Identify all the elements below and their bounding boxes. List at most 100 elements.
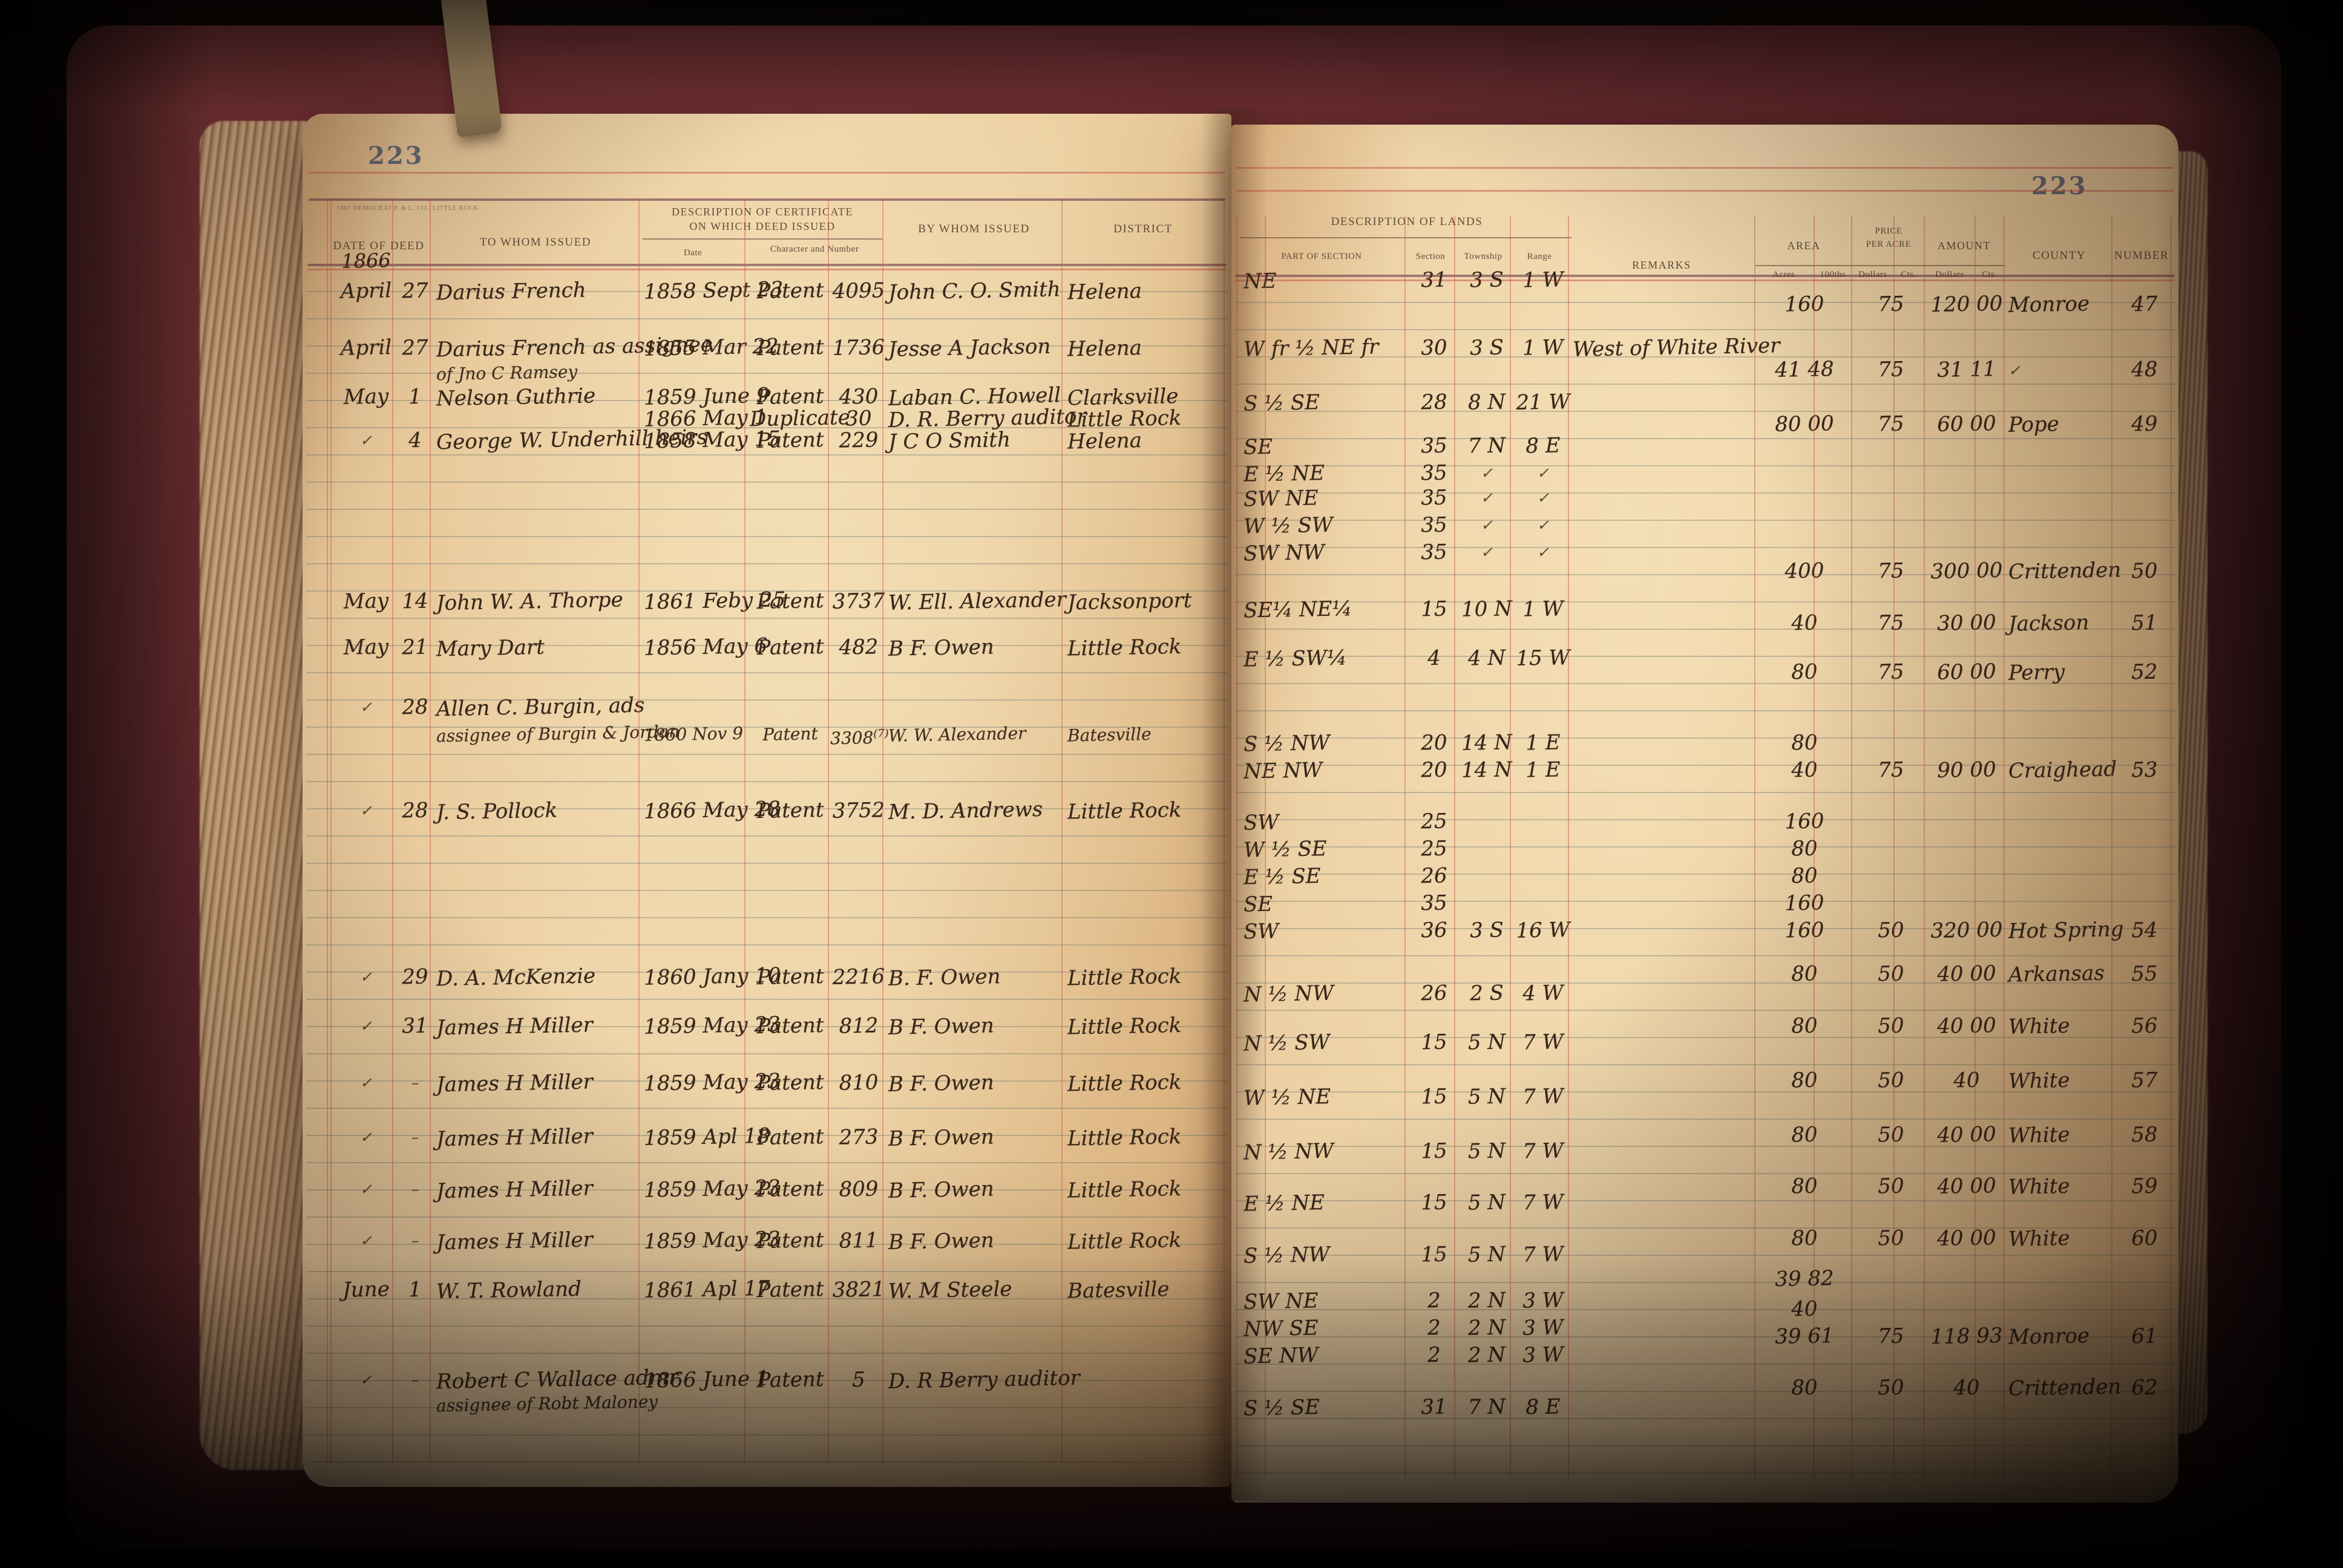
ledger-cell-rng: 3 W — [1522, 1288, 1564, 1313]
ledger-cell-sec: 36 — [1420, 918, 1447, 943]
ledger-cell-name: Darius French — [436, 278, 586, 305]
ledger-cell-area: 80 00 — [1774, 411, 1835, 437]
ledger-cell-cert: 1860 Nov 9 — [643, 723, 744, 745]
ledger-cell-district: Helena — [1067, 428, 1142, 454]
ledger-cell-certno: 810 — [839, 1070, 879, 1096]
column-rule — [2171, 215, 2172, 1478]
ledger-cell-part: S ½ SE — [1243, 390, 1320, 416]
ledger-cell-county: Jackson — [2008, 610, 2089, 636]
ledger-cell-cert: 1858 Sept 23 — [643, 276, 784, 304]
column-rule — [1454, 215, 1455, 1478]
header-divider — [643, 238, 882, 240]
column-rule — [1224, 198, 1225, 1463]
ledger-cell-rng: 16 W — [1516, 918, 1570, 943]
ledger-cell-day: – — [411, 1180, 419, 1198]
ledger-cell-price: 50 — [1877, 1068, 1904, 1093]
ledger-cell-name: James H Miller — [436, 1175, 594, 1203]
ledger-cell-district: Little Rock — [1067, 634, 1182, 661]
column-rule — [1236, 215, 1237, 1478]
ledger-cell-area: 41 48 — [1774, 357, 1835, 382]
ledger-cell-part: SE¼ NE¼ — [1243, 596, 1352, 623]
header-township: Township — [1464, 252, 1502, 261]
ledger-cell-price: 50 — [1877, 1122, 1904, 1147]
ledger-cell-cert: 1855 Mar 22 — [643, 334, 779, 361]
ledger-cell-part: SW — [1243, 919, 1279, 944]
top-ruling-2 — [1236, 190, 2174, 192]
ledger-cell-part: SW NW — [1243, 540, 1325, 566]
ledger-cell-num: 48 — [2131, 357, 2158, 382]
ledger-cell-twp: 7 N — [1467, 433, 1506, 459]
ledger-cell-area: 80 — [1791, 836, 1818, 861]
ledger-cell-price: 50 — [1877, 918, 1904, 943]
ledger-cell-name: W. T. Rowland — [436, 1276, 582, 1304]
ledger-cell-cert: 1861 Feby 25 — [643, 587, 786, 615]
ledger-cell-name: assignee of Burgin & Jordan — [436, 721, 680, 746]
ledger-cell-by: B F. Owen — [888, 1228, 995, 1255]
ledger-cell-district: Helena — [1067, 278, 1142, 305]
column-rule — [1754, 215, 1755, 1478]
ledger-cell-num: 60 — [2131, 1226, 2158, 1250]
ledger-cell-rng: 1 W — [1522, 267, 1564, 293]
ledger-cell-price: 50 — [1877, 1226, 1904, 1250]
ledger-cell-part: N ½ NW — [1243, 981, 1334, 1007]
ledger-cell-sec: 35 — [1420, 890, 1447, 916]
top-ruling — [1236, 167, 2174, 169]
ledger-cell-day: – — [411, 1371, 419, 1388]
ledger-cell-certno: 3308(7) — [830, 727, 889, 749]
ledger-cell-amount: 300 00 — [1930, 558, 2003, 584]
ledger-cell-rng: ✓ — [1536, 543, 1550, 561]
ledger-cell-num: 55 — [2131, 961, 2158, 987]
ledger-cell-county: Craighead — [2008, 756, 2117, 783]
ledger-cell-part: W ½ SE — [1243, 836, 1328, 863]
ledger-cell-cert: 1861 Apl 17 — [643, 1276, 770, 1303]
ledger-cell-day: 14 — [401, 589, 428, 613]
ledger-cell-name: Nelson Guthrie — [436, 384, 596, 411]
ledger-cell-num: 50 — [2131, 558, 2158, 584]
ledger-cell-rng: 1 W — [1522, 335, 1564, 361]
header-by-whom-issued: BY WHOM ISSUED — [918, 223, 1030, 235]
ledger-cell-certno: 229 — [839, 428, 879, 453]
ledger-cell-area: 80 — [1791, 1013, 1818, 1038]
ledger-cell-sec: 15 — [1420, 1084, 1447, 1109]
ledger-cell-month: ✓ — [359, 698, 373, 716]
header-description-of-certificate-1: DESCRIPTION OF CERTIFICATE — [672, 206, 853, 218]
ledger-cell-month: ✓ — [359, 1232, 373, 1250]
ledger-cell-sec: 28 — [1420, 390, 1447, 415]
left-page: 223 1887 DEMOCRAT P. & L. CO., LITTLE RO… — [303, 114, 1231, 1487]
ledger-cell-sec: 15 — [1420, 1030, 1447, 1054]
ledger-cell-rng: 3 W — [1522, 1342, 1564, 1368]
printer-mark: 1887 DEMOCRAT P. & L. CO., LITTLE ROCK — [336, 204, 479, 212]
ledger-cell-month: ✓ — [359, 1180, 373, 1198]
ledger-cell-part: N ½ SW — [1243, 1030, 1330, 1056]
cert-number-note: (7) — [873, 727, 889, 740]
ledger-cell-amount: 40 00 — [1936, 961, 1997, 987]
column-rule — [828, 198, 829, 1463]
ledger-cell-sec: 15 — [1420, 1242, 1447, 1267]
ledger-cell-sec: 31 — [1420, 267, 1447, 292]
ledger-cell-sec: 35 — [1420, 460, 1447, 486]
ledger-cell-by: D. R Berry auditor — [888, 1365, 1081, 1394]
header-description-of-certificate-2: ON WHICH DEED ISSUED — [689, 220, 836, 232]
ledger-cell-area: 80 — [1791, 1226, 1818, 1250]
ledger-cell-part: S ½ NW — [1243, 1242, 1330, 1269]
ledger-cell-by: B F. Owen — [888, 1013, 995, 1040]
ledger-cell-amount: 60 00 — [1936, 411, 1997, 437]
ledger-cell-part: SW — [1243, 810, 1279, 835]
ledger-cell-twp: 2 N — [1467, 1288, 1506, 1313]
ledger-cell-part: W ½ NE — [1243, 1084, 1331, 1111]
ledger-cell-num: 61 — [2131, 1324, 2158, 1348]
header-area: AREA — [1787, 240, 1821, 252]
ledger-cell-certno: 1736 — [832, 335, 885, 361]
ledger-cell-by: B. F. Owen — [888, 964, 1001, 991]
ledger-cell-twp: 7 N — [1467, 1394, 1506, 1420]
column-rule — [1893, 215, 1895, 1478]
left-page-rows: 1866 April 27 Darius French 1858 Sept 23 Pate… — [306, 249, 1228, 1466]
ledger-cell-part: SW NE — [1243, 1289, 1319, 1315]
right-page: 223 DESCRIPTION OF LANDS PART OF SECTION… — [1231, 125, 2178, 1503]
ledger-cell-rng: 7 W — [1522, 1241, 1564, 1267]
ledger-cell-cert: 1858 May 15 — [643, 426, 781, 454]
ledger-cell-certno: 5 — [851, 1367, 866, 1392]
ledger-cell-part: S ½ NW — [1243, 730, 1330, 757]
ledger-cell-month: ✓ — [359, 1017, 373, 1034]
